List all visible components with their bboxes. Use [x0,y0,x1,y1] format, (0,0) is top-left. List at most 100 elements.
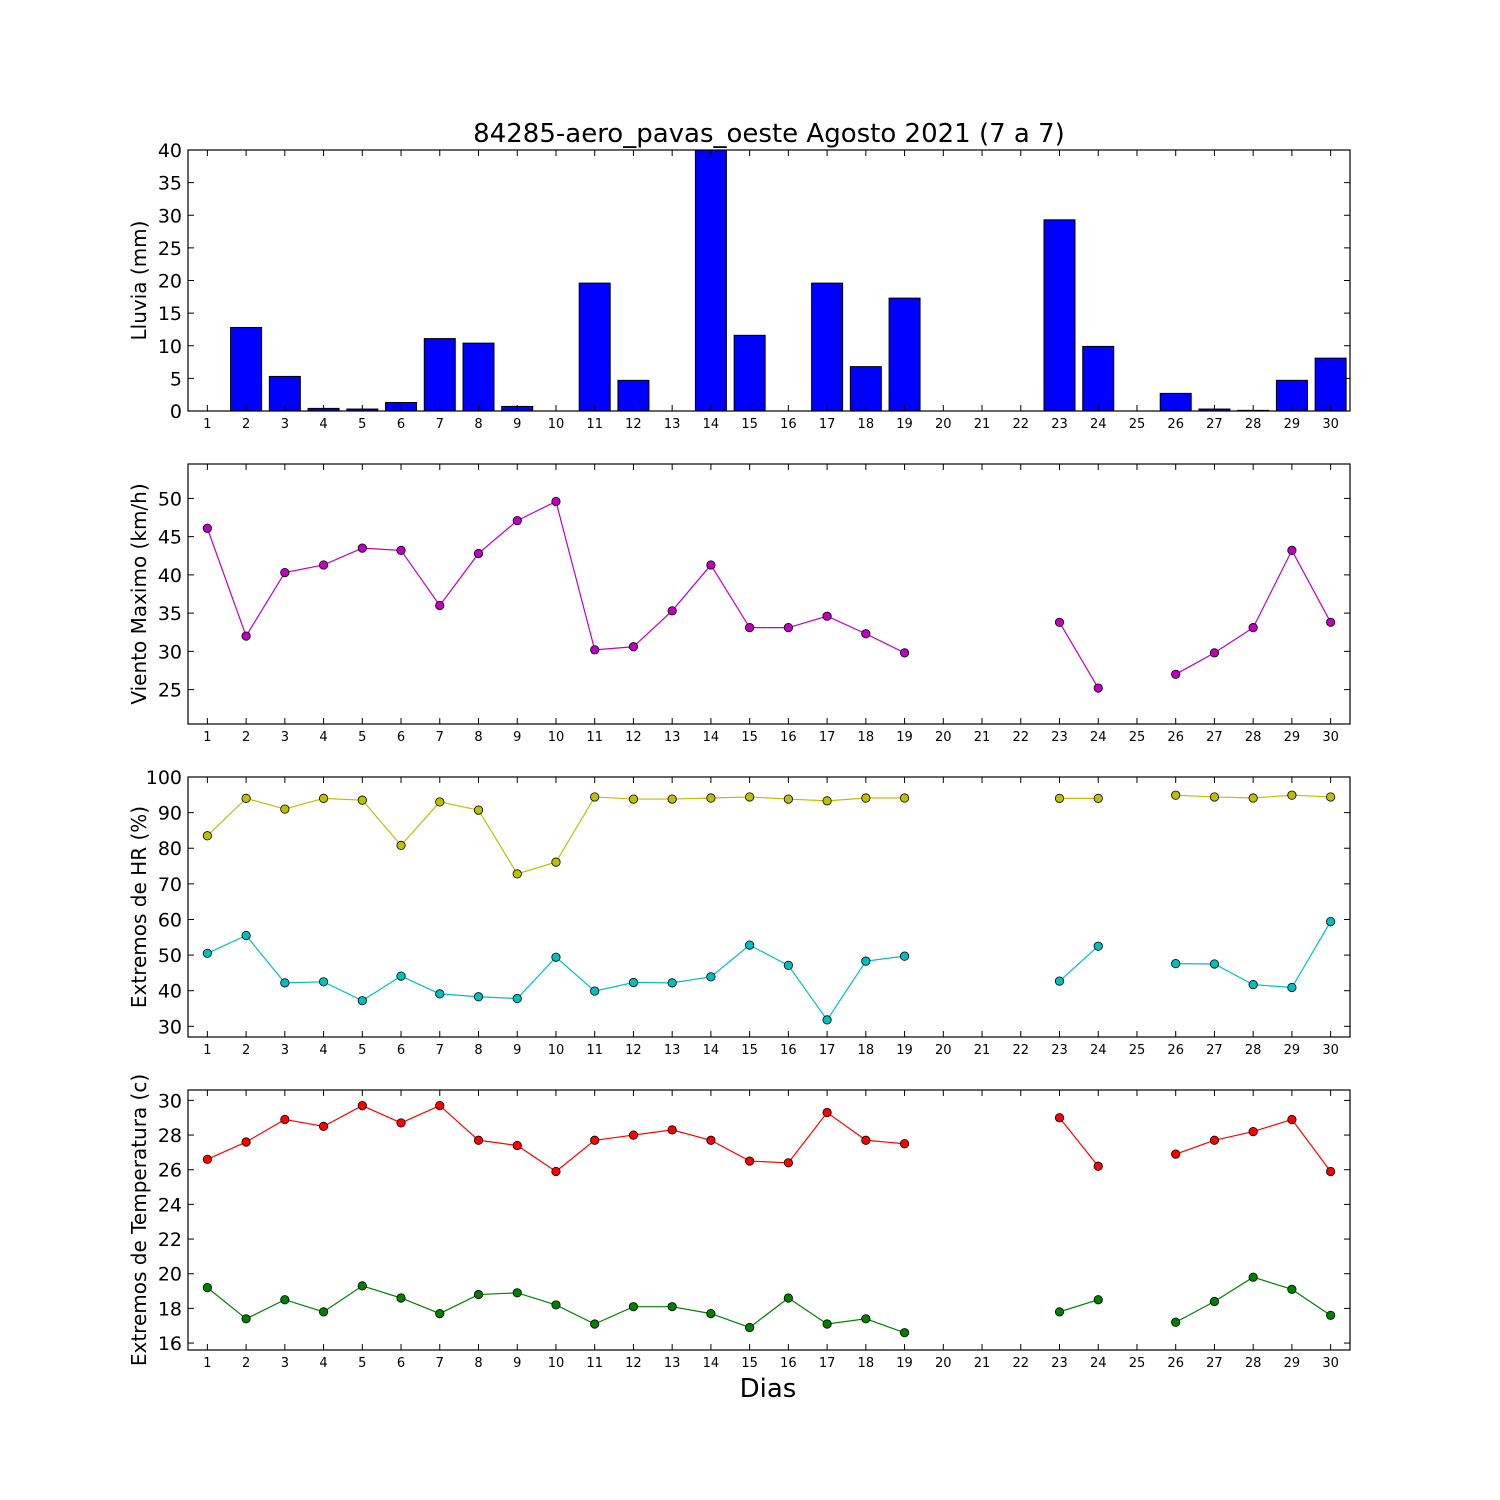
x-tick-label: 6 [397,1356,405,1371]
x-tick-label: 17 [819,1043,836,1058]
data-point [318,560,329,570]
x-tick-label: 27 [1206,1356,1223,1371]
x-tick-label: 19 [896,730,913,745]
data-point [318,977,329,987]
x-tick-label: 12 [625,1356,642,1371]
data-point [1093,1295,1103,1305]
data-point [783,1293,793,1303]
data-point [745,940,755,950]
bar [423,338,456,411]
x-tick-label: 21 [974,1043,991,1058]
data-point [1209,1135,1220,1145]
data-point [1248,980,1258,990]
data-point [280,1295,290,1305]
x-tick-label: 15 [741,1043,758,1058]
x-tick-label: 22 [1012,417,1029,432]
x-tick-label: 30 [1322,1043,1339,1058]
y-tick-label: 0 [170,401,182,423]
y-tick-label: 22 [158,1229,182,1251]
data-point [280,978,290,988]
x-tick-label: 19 [896,1043,913,1058]
y-tick-label: 20 [158,1264,182,1286]
data-point [357,1281,367,1291]
data-point [667,606,677,616]
data-point [396,1293,406,1303]
x-tick-label: 18 [858,417,875,432]
data-point [745,1156,755,1166]
y-axis-label: Lluvia (mm) [127,221,151,341]
data-point [1054,793,1065,803]
bar [1159,392,1192,411]
x-tick-label: 11 [586,417,603,432]
bar [733,334,766,411]
data-point [1248,623,1258,633]
x-tick-label: 27 [1206,417,1223,432]
y-tick-label: 100 [146,767,182,789]
x-tick-label: 8 [474,1356,482,1371]
data-point [1209,1296,1220,1307]
data-point [822,1015,832,1025]
y-tick-label: 26 [158,1160,182,1182]
x-tick-label: 28 [1245,417,1262,432]
x-tick-label: 23 [1051,1356,1068,1371]
series-0 [202,1101,1336,1177]
data-point [1054,976,1065,986]
x-tick-label: 24 [1090,730,1107,745]
plot-frame [187,776,1351,1038]
x-tick-label: 3 [281,730,289,745]
data-point [706,972,716,982]
data-marks [202,1101,1336,1338]
x-tick-label: 11 [586,730,603,745]
data-point [1093,941,1103,951]
y-tick-label: 40 [158,140,182,162]
data-point [745,792,755,802]
x-tick-label: 3 [281,1043,289,1058]
x-tick-label: 16 [780,1356,797,1371]
y-tick-label: 10 [158,336,182,358]
data-point [396,545,406,556]
x-tick-label: 9 [513,417,521,432]
x-tick-label: 10 [548,417,565,432]
data-point [202,831,212,841]
data-point [861,956,871,966]
data-point [202,948,212,958]
data-point [822,1107,832,1118]
x-tick-label: 2 [242,417,250,432]
bar [694,150,727,411]
series-line [1059,1117,1099,1167]
x-tick-label: 4 [319,417,327,432]
data-marks [202,496,1336,693]
data-point [241,1314,251,1324]
data-point [1171,669,1181,679]
x-tick-label: 18 [858,730,875,745]
x-tick-label: 15 [741,417,758,432]
data-point [512,515,522,526]
x-tick-label: 13 [664,1043,681,1058]
data-point [1248,1127,1258,1137]
x-tick-label: 14 [703,417,720,432]
data-point [899,648,910,658]
x-tick-label: 7 [436,417,444,432]
x-tick-label: 23 [1051,1043,1068,1058]
x-tick-label: 16 [780,417,797,432]
data-point [241,793,251,803]
y-tick-label: 30 [158,641,182,663]
data-point [280,567,290,578]
data-point [861,629,871,639]
series-line [207,1104,905,1173]
y-tick-label: 90 [158,803,182,825]
x-tick-label: 24 [1090,1043,1107,1058]
x-tick-label: 5 [358,417,366,432]
x-tick-label: 3 [281,417,289,432]
x-tick-label: 6 [397,1043,405,1058]
data-point [628,977,639,988]
series-line [206,500,905,654]
data-point [1171,1149,1181,1159]
data-point [1209,648,1220,658]
x-tick-label: 16 [780,730,797,745]
y-tick-label: 16 [158,1333,182,1355]
data-point [628,1130,639,1140]
data-point [551,1166,561,1177]
data-point [706,1309,716,1319]
